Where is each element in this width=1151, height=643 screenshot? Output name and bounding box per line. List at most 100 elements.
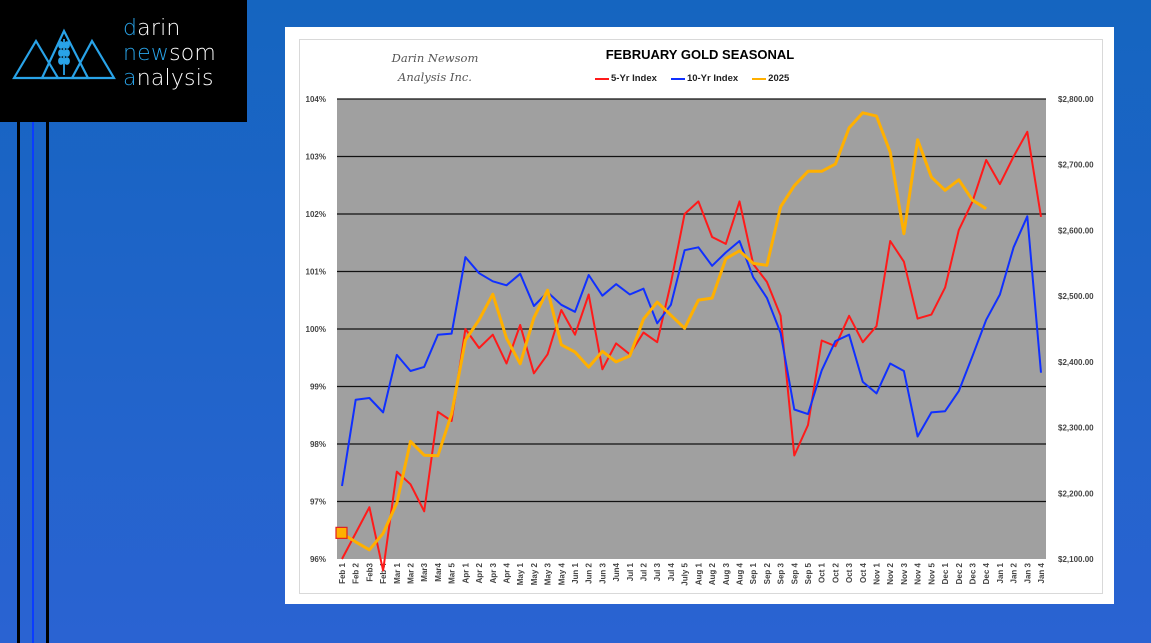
y-left-tick-label: 101% (306, 268, 326, 277)
logo-word: nalysis (136, 66, 214, 91)
y-left-tick-label: 97% (310, 498, 326, 507)
x-tick-label: Sep 3 (777, 562, 786, 584)
y-right-tick-label: $2,600.00 (1058, 226, 1094, 235)
x-tick-label: Nov 3 (900, 562, 909, 584)
x-tick-label: Feb3 (365, 562, 374, 581)
legend-swatch (595, 77, 609, 80)
y-left-tick-label: 104% (306, 95, 326, 104)
x-tick-label: Dec 4 (982, 562, 991, 584)
legend-item-5yr: 5-Yr Index (595, 73, 657, 84)
mountains-wheat-icon (12, 28, 116, 80)
x-tick-label: May 2 (530, 562, 539, 585)
x-tick-label: Nov 2 (886, 562, 895, 584)
watermark-line: Darin Newsom (391, 51, 479, 65)
x-tick-label: Jul 2 (640, 562, 649, 581)
x-tick-label: Sep 4 (790, 562, 799, 584)
y-right-tick-label: $2,300.00 (1058, 424, 1094, 433)
y-left-tick-label: 99% (310, 383, 326, 392)
legend-item-10yr: 10-Yr Index (670, 73, 739, 84)
logo-letter: a (123, 66, 137, 91)
x-tick-label: July 5 (681, 562, 690, 585)
legend-label: 2025 (768, 73, 790, 84)
logo-letter: d (123, 16, 138, 41)
x-tick-label: Sep 5 (804, 562, 813, 584)
x-tick-label: Jun 1 (571, 562, 580, 583)
x-tick-label: May 1 (516, 562, 525, 585)
x-tick-label: Mar 2 (407, 562, 416, 583)
decorative-stripe (17, 122, 20, 643)
x-tick-label: Mar 5 (448, 562, 457, 583)
watermark: Darin Newsom Analysis Inc. (380, 49, 490, 87)
x-tick-label: Nov 1 (873, 562, 882, 584)
x-tick-label: Jan 3 (1023, 562, 1032, 583)
x-tick-label: Jan 4 (1037, 562, 1046, 583)
y-right-tick-label: $2,500.00 (1058, 292, 1094, 301)
x-tick-label: Apr 4 (502, 562, 511, 583)
x-tick-label: Apr 1 (461, 562, 470, 583)
logo-letter: n (123, 41, 138, 66)
x-tick-label: Dec 3 (968, 562, 977, 584)
x-tick-label: Jul 3 (653, 562, 662, 581)
chart-title: FEBRUARY GOLD SEASONAL (605, 47, 795, 62)
series-line-2025 (341, 111, 987, 552)
x-tick-label: Mar4 (434, 562, 443, 581)
x-tick-label: Dec 1 (941, 562, 950, 584)
x-tick-label: Feb 2 (352, 562, 361, 583)
y-right-tick-label: $2,700.00 (1058, 161, 1094, 170)
legend-item-2025: 2025 (752, 73, 789, 84)
y-left-tick-label: 100% (306, 325, 326, 334)
x-tick-label: Oct 1 (818, 562, 827, 583)
y-right-tick-label: $2,200.00 (1058, 489, 1094, 498)
series-marker-2025 (335, 526, 348, 539)
x-tick-label: Feb 1 (338, 562, 347, 583)
x-tick-label: Oct 4 (859, 562, 868, 583)
x-tick-label: Nov 4 (914, 562, 923, 584)
x-tick-label: May 3 (544, 562, 553, 585)
x-tick-label: Jun4 (612, 562, 621, 581)
x-tick-label: Oct 3 (845, 562, 854, 583)
legend-swatch (752, 77, 767, 80)
series-line-10-yr-index (341, 215, 1042, 487)
x-tick-label: Apr 2 (475, 562, 484, 583)
x-tick-label: Nov 5 (927, 562, 936, 584)
y-left-tick-label: 96% (310, 555, 326, 564)
x-tick-label: Dec 2 (955, 562, 964, 584)
y-left-tick-label: 103% (306, 153, 326, 162)
x-tick-label: Jul 1 (626, 562, 635, 581)
y-left-tick-label: 98% (310, 440, 326, 449)
decorative-stripe (46, 122, 49, 643)
x-tick-label: Jun 2 (585, 562, 594, 583)
logo-wordmark: darin newsom analysis (123, 16, 216, 91)
logo-word: arin (137, 16, 181, 41)
x-tick-label: Oct 2 (831, 562, 840, 583)
x-tick-label: Jan 1 (996, 562, 1005, 583)
x-tick-label: Sep 1 (749, 562, 758, 584)
x-tick-label: Feb 4 (379, 562, 388, 583)
watermark-line: Analysis Inc. (398, 70, 472, 84)
legend-swatch (670, 77, 685, 80)
x-tick-label: Mar3 (420, 562, 429, 581)
logo: darin newsom analysis (0, 0, 247, 122)
x-tick-label: Aug 4 (735, 562, 744, 585)
x-tick-label: Aug 2 (708, 562, 717, 585)
y-right-tick-label: $2,800.00 (1058, 95, 1094, 104)
logo-word: ew (137, 41, 170, 66)
decorative-stripe (32, 122, 34, 643)
chart-legend: 5-Yr Index 10-Yr Index 2025 (595, 73, 789, 84)
x-tick-label: May 4 (557, 562, 566, 585)
x-tick-label: Aug 3 (722, 562, 731, 585)
logo-word: som (169, 41, 217, 66)
x-tick-label: Sep 2 (763, 562, 772, 584)
x-tick-label: Mar 1 (393, 562, 402, 583)
legend-label: 10-Yr Index (686, 73, 739, 84)
x-tick-label: Apr 3 (489, 562, 498, 583)
x-tick-label: Jul 4 (667, 562, 676, 581)
legend-label: 5-Yr Index (611, 73, 657, 84)
x-tick-label: Jun 3 (598, 562, 607, 583)
y-right-tick-label: $2,100.00 (1058, 555, 1094, 564)
x-tick-label: Jan 2 (1010, 562, 1019, 583)
x-tick-label: Aug 1 (694, 562, 703, 585)
y-right-tick-label: $2,400.00 (1058, 358, 1094, 367)
y-left-tick-label: 102% (306, 210, 326, 219)
